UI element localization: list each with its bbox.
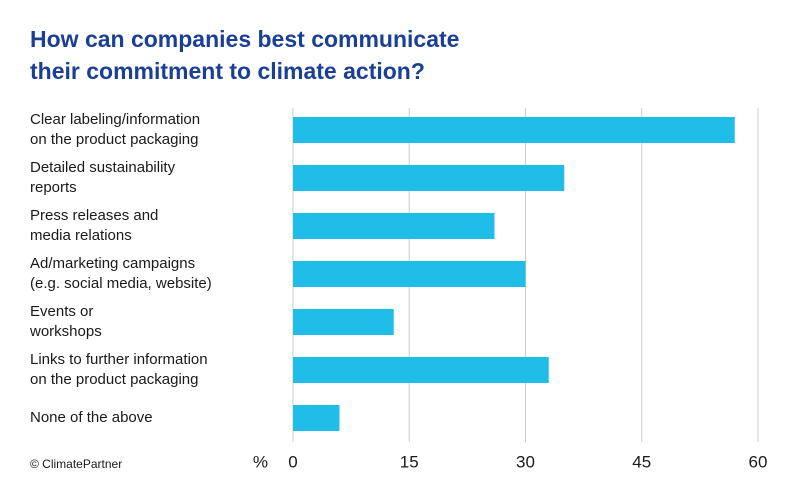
y-tick-label: None of the above <box>30 409 153 426</box>
bar <box>293 357 549 383</box>
y-tick-label: Links to further information on the produ… <box>30 351 208 388</box>
y-tick-label: Clear labeling/information on the product… <box>30 111 200 148</box>
y-tick-label: Press releases and media relations <box>30 207 158 244</box>
x-tick-label: 15 <box>400 452 419 471</box>
bar <box>293 261 526 287</box>
chart-title: How can companies best communicate <box>30 26 459 52</box>
bar <box>293 165 565 191</box>
x-unit: % <box>253 452 268 471</box>
source: © ClimatePartner <box>30 457 122 471</box>
bar <box>293 405 340 431</box>
chart-title: their commitment to climate action? <box>30 58 425 84</box>
x-tick-label: 60 <box>749 452 768 471</box>
bar <box>293 117 735 143</box>
bar <box>293 309 394 335</box>
y-tick-label: Events or workshops <box>29 303 102 340</box>
x-tick-label: 0 <box>288 452 297 471</box>
y-tick-label: Detailed sustainability reports <box>30 159 176 196</box>
bar <box>293 213 495 239</box>
y-tick-label: Ad/marketing campaigns (e.g. social media… <box>30 255 212 292</box>
x-tick-label: 30 <box>516 452 535 471</box>
x-tick-label: 45 <box>632 452 651 471</box>
